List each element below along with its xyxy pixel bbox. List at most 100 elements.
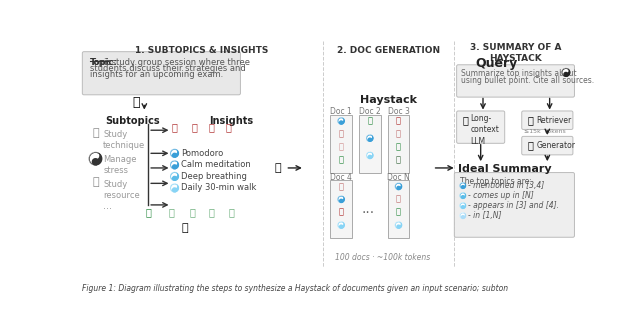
Circle shape [92, 153, 99, 159]
Text: Figure 1: Diagram illustrating the steps to synthesize a Haystack of documents g: Figure 1: Diagram illustrating the steps… [83, 284, 508, 293]
Circle shape [173, 161, 177, 165]
Text: Pomodoro: Pomodoro [180, 149, 223, 158]
Text: 🪔: 🪔 [339, 142, 344, 151]
Bar [359, 115, 381, 173]
FancyBboxPatch shape [457, 65, 575, 97]
Circle shape [368, 155, 371, 158]
Text: Ideal Summary: Ideal Summary [458, 164, 552, 174]
Text: 📋: 📋 [396, 142, 401, 151]
Text: 🤖: 🤖 [275, 163, 281, 173]
Wedge shape [338, 196, 341, 202]
Wedge shape [396, 183, 399, 190]
Text: 🪔: 🪔 [396, 195, 401, 204]
Circle shape [92, 159, 99, 165]
Text: insights for an upcoming exam.: insights for an upcoming exam. [90, 70, 223, 79]
Circle shape [171, 173, 179, 180]
FancyBboxPatch shape [457, 111, 505, 143]
Text: 🪔: 🪔 [209, 122, 214, 132]
Circle shape [397, 183, 400, 186]
FancyBboxPatch shape [83, 52, 241, 95]
Circle shape [461, 183, 464, 186]
Circle shape [368, 152, 371, 155]
Text: Subtopics: Subtopics [106, 116, 160, 126]
Text: 🤖: 🤖 [132, 96, 140, 109]
Text: 🪔: 🪔 [396, 116, 401, 126]
Text: Summarize top insights about: Summarize top insights about [461, 70, 577, 78]
Text: Doc 3: Doc 3 [388, 107, 410, 116]
Text: Topic:: Topic: [90, 58, 114, 67]
Circle shape [340, 118, 343, 121]
Text: 📋: 📋 [145, 208, 151, 217]
Text: 🖨: 🖨 [527, 115, 533, 125]
Text: 🪔: 🪔 [339, 129, 344, 138]
Circle shape [173, 165, 177, 169]
Text: students discuss their strategies and: students discuss their strategies and [90, 64, 246, 73]
Text: Generator: Generator [536, 141, 575, 150]
Text: Haystack: Haystack [360, 95, 417, 105]
Circle shape [460, 193, 465, 198]
Circle shape [340, 199, 343, 202]
Circle shape [171, 161, 179, 169]
Text: Study
resource: Study resource [103, 179, 140, 200]
Circle shape [460, 213, 465, 218]
Circle shape [368, 135, 371, 138]
Text: Daily 30-min walk: Daily 30-min walk [180, 183, 256, 193]
Text: 📋: 📋 [189, 208, 195, 217]
Text: 🪔: 🪔 [92, 128, 99, 137]
Bar [330, 180, 352, 238]
Text: Query: Query [476, 57, 518, 70]
Text: 📋: 📋 [168, 208, 174, 217]
Circle shape [461, 213, 464, 216]
Text: using bullet point. Cite all sources.: using bullet point. Cite all sources. [461, 76, 595, 85]
Circle shape [461, 206, 464, 208]
Text: - in [1,N]: - in [1,N] [467, 211, 501, 220]
Circle shape [461, 196, 464, 198]
Text: 📋: 📋 [367, 116, 372, 126]
Circle shape [173, 150, 177, 153]
Text: ...: ... [103, 201, 112, 211]
Wedge shape [460, 193, 463, 198]
Circle shape [338, 222, 344, 228]
Text: 🪔: 🪔 [192, 122, 198, 132]
Bar [388, 115, 410, 173]
Text: Manage
stress: Manage stress [103, 155, 137, 175]
Circle shape [173, 176, 177, 180]
Circle shape [367, 152, 373, 158]
Wedge shape [396, 222, 399, 228]
Circle shape [171, 150, 179, 157]
Text: 🤖: 🤖 [527, 140, 533, 150]
Text: Topic:: Topic: [90, 58, 118, 67]
Circle shape [90, 153, 102, 165]
Circle shape [461, 193, 464, 196]
Wedge shape [338, 222, 341, 228]
FancyBboxPatch shape [454, 173, 575, 237]
Wedge shape [562, 69, 566, 76]
Text: 🤖: 🤖 [462, 115, 468, 125]
Circle shape [396, 222, 402, 228]
Text: ...: ... [362, 202, 375, 216]
Circle shape [340, 222, 343, 225]
Text: 1. SUBTOPICS & INSIGHTS: 1. SUBTOPICS & INSIGHTS [135, 46, 268, 54]
Circle shape [461, 203, 464, 206]
Text: - comes up in [N]: - comes up in [N] [467, 191, 533, 200]
Text: Doc 4: Doc 4 [330, 173, 352, 182]
Text: Doc 2: Doc 2 [359, 107, 381, 116]
Text: 🪔: 🪔 [396, 129, 401, 138]
Text: ≤15k  tokens: ≤15k tokens [524, 129, 566, 134]
Text: 100 docs · ~100k tokens: 100 docs · ~100k tokens [335, 254, 430, 262]
Wedge shape [460, 183, 463, 188]
Circle shape [397, 222, 400, 225]
Text: 🪔: 🪔 [339, 182, 344, 191]
Text: 📋: 📋 [339, 155, 344, 164]
Circle shape [173, 188, 177, 192]
Text: 2. DOC GENERATION: 2. DOC GENERATION [337, 46, 440, 54]
Text: Retriever: Retriever [536, 115, 572, 125]
Circle shape [368, 138, 371, 141]
Circle shape [562, 69, 570, 76]
Circle shape [564, 69, 568, 72]
Circle shape [460, 183, 465, 188]
FancyBboxPatch shape [522, 136, 573, 155]
Text: study group session where three: study group session where three [109, 58, 250, 67]
Bar [388, 180, 410, 238]
Circle shape [173, 153, 177, 157]
